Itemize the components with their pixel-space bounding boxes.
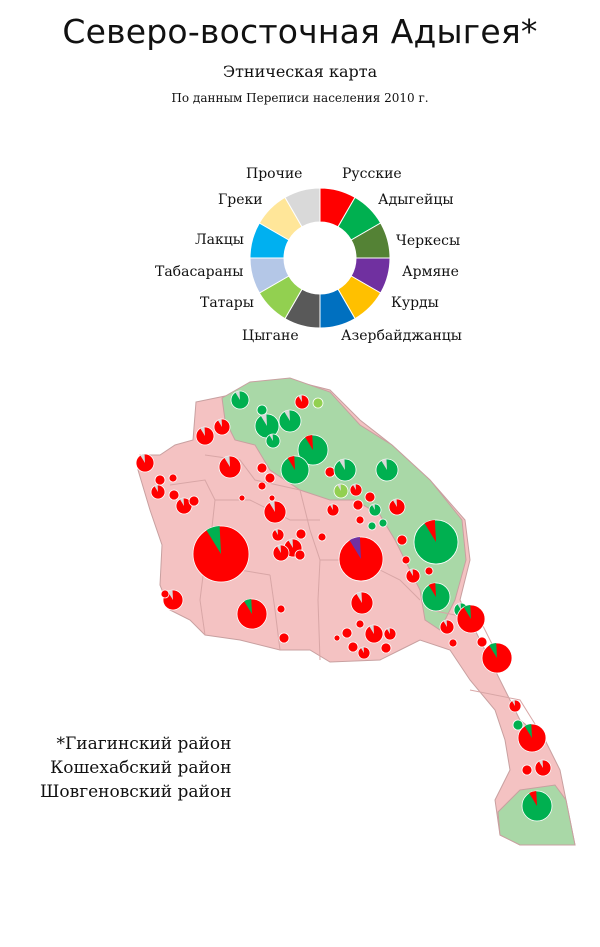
settlement-pie-wedge-31: [371, 504, 375, 510]
settlement-pie-23: [168, 489, 180, 501]
settlement-pie-17: [257, 481, 267, 491]
settlement-pie-wedge-73: [511, 700, 515, 706]
districts-footnote: *Гиагинский район Кошехабский район Шовг…: [40, 732, 231, 804]
settlement-pie-wedge-56: [356, 592, 362, 603]
legend-label-circassians: Черкесы: [396, 233, 461, 249]
settlement-pie-72: [476, 636, 488, 648]
settlement-pie-61: [347, 641, 359, 653]
settlement-pie-wedge-63: [369, 625, 374, 634]
settlement-pie-wedge-66: [457, 603, 461, 610]
footnote-line-giaginsky: *Гиагинский район: [56, 734, 232, 754]
settlement-pie-wedge-46: [349, 537, 361, 559]
footnote-line-koshekhabl: Кошехабский район: [50, 758, 232, 778]
settlement-pie-44: [396, 534, 408, 546]
settlement-pie-25: [188, 495, 200, 507]
settlement-pie-wedge-27: [337, 484, 341, 491]
settlement-pie-wedge-4: [217, 419, 222, 427]
settlement-pie-wedge-33: [329, 504, 333, 510]
legend-label-armenians: Армяне: [402, 264, 459, 280]
settlement-pie-35: [367, 521, 377, 531]
settlement-pie-18: [268, 494, 276, 502]
settlement-pie-58: [355, 619, 365, 629]
settlement-pie-59: [341, 627, 353, 639]
settlement-pie-wedge-14: [224, 456, 230, 467]
legend-label-tabasarans: Табасараны: [155, 264, 244, 280]
settlement-pie-47: [401, 555, 411, 565]
legend-donut: [249, 187, 391, 329]
settlement-pie-26: [238, 494, 246, 502]
settlement-pie-16: [264, 472, 276, 484]
settlement-pie-wedge-9: [305, 435, 313, 450]
settlement-pie-15: [256, 462, 268, 474]
settlement-pie-wedge-32: [392, 499, 397, 507]
settlement-pie-53: [160, 589, 170, 599]
settlement-pie-3: [312, 397, 324, 409]
settlement-pie-74: [512, 719, 524, 731]
legend-label-russians: Русские: [342, 166, 402, 182]
settlement-pie-wedge-68: [443, 620, 447, 627]
settlement-pie-60: [333, 634, 341, 642]
settlement-pie-wedge-0: [235, 391, 240, 400]
legend-label-roma: Цыгане: [242, 328, 299, 344]
settlement-pie-wedge-76: [538, 760, 543, 768]
settlement-pie-30: [364, 491, 376, 503]
settlement-pie-wedge-41: [276, 545, 281, 553]
settlement-pie-29: [352, 499, 364, 511]
settlement-pie-43: [317, 532, 327, 542]
settlement-pie-wedge-78: [529, 791, 537, 806]
settlement-pie-69: [448, 638, 458, 648]
map-subtitle: Этническая карта: [222, 62, 378, 81]
data-source-note: По данным Переписи населения 2010 г.: [171, 91, 429, 105]
settlement-pie-wedge-7: [284, 410, 290, 421]
settlement-pie-wedge-2: [298, 395, 302, 402]
settlement-pie-36: [378, 518, 388, 528]
legend-label-greeks: Греки: [218, 192, 263, 208]
settlement-pie-55: [276, 604, 286, 614]
settlement-pie-wedge-67: [463, 605, 471, 619]
settlement-pie-wedge-24: [179, 498, 184, 506]
settlement-pies: [135, 390, 553, 822]
settlement-pie-wedge-6: [260, 414, 267, 426]
settlement-pie-77: [521, 764, 533, 776]
legend-label-azerbaijanis: Азербайджанцы: [341, 328, 462, 344]
settlement-pie-wedge-22: [154, 485, 158, 492]
ethnic-map: [135, 377, 576, 846]
settlement-pie-wedge-64: [386, 628, 390, 634]
settlement-pie-wedge-57: [428, 583, 436, 597]
settlement-pie-wedge-62: [360, 647, 364, 653]
settlement-pie-65: [380, 642, 392, 654]
settlement-pie-wedge-40: [288, 539, 293, 548]
settlement-pie-wedge-28: [352, 484, 356, 490]
region-adyghe-majority: [221, 377, 467, 631]
legend-label-tatars: Татары: [200, 295, 254, 311]
map-title: Северо-восточная Адыгея*: [62, 12, 538, 51]
settlement-pie-34: [355, 515, 365, 525]
legend-label-adyghe: Адыгейцы: [378, 192, 454, 208]
settlement-pie-wedge-71: [489, 643, 497, 658]
settlement-pie-70: [278, 632, 290, 644]
settlement-pie-wedge-45: [206, 526, 221, 554]
settlement-pie-42: [294, 549, 306, 561]
settlement-pie-wedge-8: [269, 434, 273, 441]
settlement-pie-21: [168, 473, 178, 483]
settlement-pie-wedge-10: [287, 456, 295, 470]
settlement-pie-wedge-54: [244, 599, 252, 614]
settlement-pie-39: [295, 528, 307, 540]
legend-label-kurds: Курды: [391, 295, 439, 311]
settlement-pie-wedge-13: [381, 459, 387, 470]
legend-label-others: Прочие: [246, 166, 303, 182]
settlement-pie-wedge-75: [524, 724, 532, 738]
settlement-pie-wedge-19: [140, 454, 145, 463]
settlement-pie-51: [424, 566, 434, 576]
settlement-pie-wedge-12: [339, 459, 345, 470]
settlement-pie-wedge-50: [409, 569, 413, 576]
settlement-pie-wedge-37: [269, 501, 275, 512]
settlement-pie-wedge-38: [274, 529, 278, 535]
footnote-line-shovgenovsky: Шовгеновский район: [40, 782, 232, 802]
legend-segment-11: [284, 187, 321, 228]
legend-label-laks: Лакцы: [195, 232, 244, 248]
settlement-pie-wedge-5: [200, 427, 205, 436]
settlement-pie-wedge-49: [424, 520, 436, 542]
